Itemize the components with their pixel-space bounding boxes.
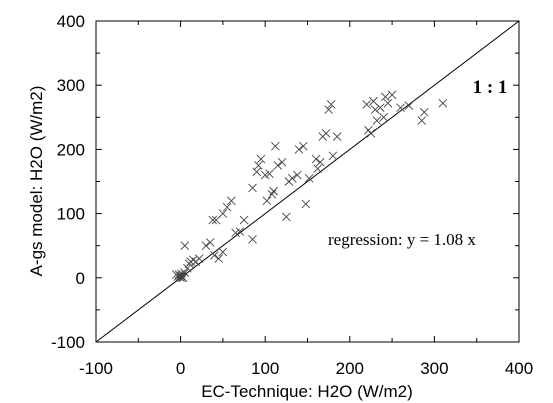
axis-ticks [95,20,520,343]
y-tick-label: 300 [57,76,85,95]
data-point [194,254,204,263]
data-points [172,90,448,283]
one-to-one-label: 1 : 1 [473,77,508,98]
y-tick-label: 0 [76,269,85,288]
data-point [311,154,321,164]
data-point [172,270,181,279]
data-point [313,164,322,173]
data-point [375,103,385,112]
data-point [332,132,342,141]
data-point [218,209,228,218]
data-point [210,251,219,260]
data-point [235,227,245,236]
data-point [205,238,215,247]
data-point [201,241,211,251]
data-point [366,129,376,138]
data-point [180,268,190,277]
data-point [273,161,283,170]
data-point [417,116,427,125]
data-point [222,202,232,212]
data-point [227,196,236,206]
data-point [277,157,287,167]
x-axis-title: EC-Technique: H2O (W/m2) [201,382,413,401]
data-point [208,215,218,225]
regression-annotation: regression: y = 1.08 x [328,230,476,249]
x-tick-label: 100 [251,359,279,378]
data-point [269,186,278,196]
y-axis-title: A-gs model: H2O (W/m2) [27,86,46,277]
data-point [239,215,249,225]
data-point [180,241,190,251]
data-point [262,196,272,206]
data-point [265,169,274,179]
data-point [248,183,257,193]
data-point [293,170,302,180]
data-point [301,199,311,209]
data-point [404,101,414,111]
data-point [218,247,228,257]
one-to-one-line [95,20,520,343]
data-point [372,116,382,125]
data-point [438,98,448,108]
axis-tick-labels: -100 0 100 200 300 400 -100 0 100 200 300 400 [51,12,533,378]
x-tick-label: 300 [420,359,448,378]
data-point [362,100,372,109]
data-point [174,270,184,279]
data-point [370,105,380,114]
data-point [328,151,338,161]
data-point [324,105,333,114]
data-point [294,145,304,154]
data-point [254,161,263,170]
y-tick-label: -100 [51,333,85,352]
data-point [256,154,266,164]
data-point [214,254,223,263]
data-point [271,141,280,151]
x-tick-label: 0 [176,359,185,378]
data-point [252,167,262,177]
data-point [419,107,429,117]
data-point [381,92,390,102]
data-point [183,263,192,273]
data-point [321,129,331,138]
data-point [315,157,325,167]
data-point [387,90,397,100]
data-point [287,173,297,183]
data-point [326,100,336,109]
data-point [379,112,388,122]
y-tick-label: 400 [57,12,85,31]
x-tick-label: 400 [505,359,533,378]
data-point [396,103,405,112]
data-point [248,234,257,244]
data-point [383,98,393,108]
y-tick-label: 200 [57,140,85,159]
data-point [298,141,308,151]
y-tick-label: 100 [57,205,85,224]
data-point [304,173,314,183]
x-tick-label: -100 [79,359,113,378]
x-tick-label: 200 [336,359,364,378]
data-point [282,212,291,222]
